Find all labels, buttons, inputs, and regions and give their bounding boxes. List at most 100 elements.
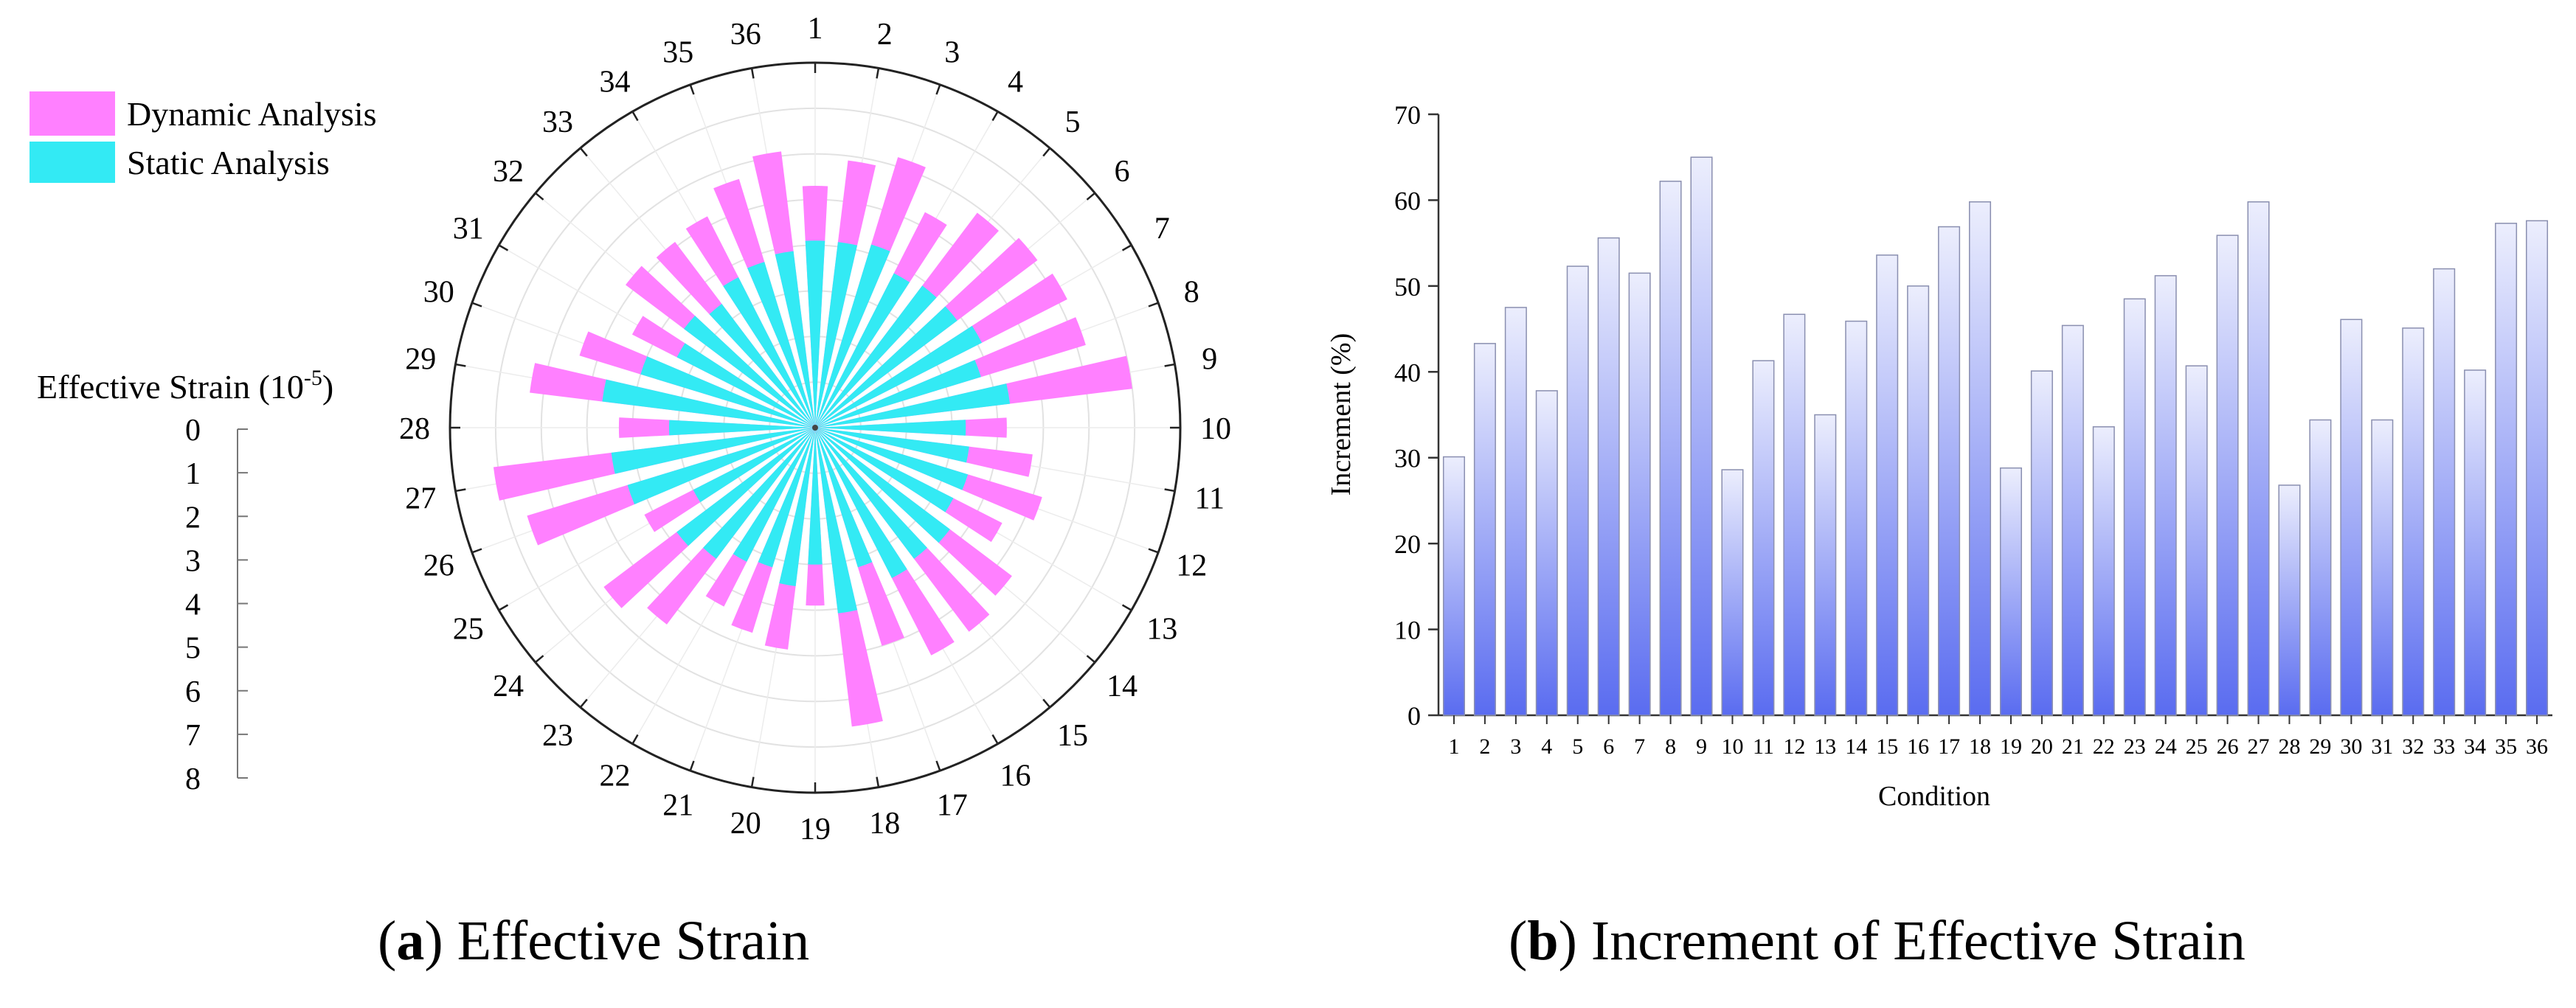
radial-axis-tick-label: 6 xyxy=(185,675,201,709)
polar-tick xyxy=(631,111,639,122)
y-axis-tick-label: 10 xyxy=(1394,616,1421,645)
x-axis-tick-label: 10 xyxy=(1721,734,1743,759)
bar xyxy=(1999,467,2022,716)
polar-bar-static xyxy=(775,251,815,428)
polar-bar-static xyxy=(815,360,981,428)
polar-tick xyxy=(876,776,880,788)
polar-category-label: 1 xyxy=(808,12,823,46)
caption-a-letter: a xyxy=(396,910,425,972)
y-axis-tick-label: 60 xyxy=(1394,186,1421,215)
polar-category-label: 12 xyxy=(1176,549,1207,583)
bar xyxy=(2185,365,2208,716)
polar-category-label: 7 xyxy=(1154,212,1170,246)
polar-category-label: 28 xyxy=(399,412,430,446)
x-axis-tick-label: 18 xyxy=(1969,734,1991,759)
bar xyxy=(1473,343,1496,716)
polar-bar-static xyxy=(758,428,815,568)
polar-bar-static xyxy=(676,428,815,546)
polar-bar-static xyxy=(815,285,937,428)
bar xyxy=(2433,268,2456,716)
polar-bar-static xyxy=(815,428,858,614)
polar-category-label: 35 xyxy=(662,36,693,70)
bar xyxy=(2123,298,2146,716)
polar-category-label: 32 xyxy=(493,155,524,189)
polar-tick xyxy=(1164,363,1175,367)
x-axis-tick-label: 31 xyxy=(2371,734,2393,759)
polar-category-label: 16 xyxy=(1000,759,1031,793)
polar-category-label: 33 xyxy=(542,105,573,139)
polar-bar-static xyxy=(611,428,815,474)
polar-category-label: 10 xyxy=(1200,412,1231,446)
x-axis-tick-label: 29 xyxy=(2309,734,2331,759)
polar-category-label: 15 xyxy=(1057,719,1088,753)
x-axis-title: Condition xyxy=(1878,781,1990,812)
bar xyxy=(1845,320,1868,716)
polar-center xyxy=(812,425,818,431)
polar-category-label: 18 xyxy=(869,807,900,841)
polar-category-label: 21 xyxy=(662,788,693,822)
x-axis-tick-label: 26 xyxy=(2217,734,2239,759)
x-axis-tick-label: 34 xyxy=(2464,734,2486,759)
polar-bar-static xyxy=(779,428,815,586)
polar-tick xyxy=(1148,548,1159,554)
x-axis-tick-label: 2 xyxy=(1479,734,1490,759)
bar xyxy=(1566,265,1589,716)
polar-tick xyxy=(455,363,466,367)
y-axis-title: Increment (%) xyxy=(1326,333,1357,496)
polar-tick xyxy=(1164,488,1175,493)
polar-bar-static xyxy=(808,428,823,565)
bar xyxy=(2247,201,2270,716)
y-axis-tick-label: 50 xyxy=(1394,272,1421,302)
y-axis-tick-label: 40 xyxy=(1394,358,1421,387)
x-axis-tick-label: 30 xyxy=(2340,734,2362,759)
polar-bar-static xyxy=(602,379,815,428)
x-axis-tick-label: 11 xyxy=(1753,734,1774,759)
polar-category-label: 25 xyxy=(453,613,484,647)
bar xyxy=(2340,319,2363,716)
polar-tick xyxy=(498,604,509,611)
polar-category-label: 29 xyxy=(405,343,436,377)
x-axis-tick-label: 14 xyxy=(1845,734,1867,759)
caption-b-letter: b xyxy=(1527,910,1559,972)
polar-tick xyxy=(471,302,482,307)
bar xyxy=(1907,285,1930,716)
radial-axis-title-end: ) xyxy=(322,368,333,406)
x-axis-tick-label: 6 xyxy=(1603,734,1614,759)
legend-swatch-dynamic xyxy=(30,91,115,136)
polar-category-label: 31 xyxy=(453,212,484,246)
bar xyxy=(2402,327,2425,716)
bar xyxy=(2216,234,2239,716)
radial-axis-title: Effective Strain (10-5) xyxy=(37,366,333,406)
bar xyxy=(1814,414,1837,716)
bar xyxy=(2030,370,2053,716)
polar-tick xyxy=(1121,244,1132,251)
polar-tick xyxy=(991,111,999,122)
legend-swatch-static xyxy=(30,142,115,183)
bar xyxy=(1628,272,1651,716)
polar-tick xyxy=(689,84,695,95)
legend: Dynamic Analysis Static Analysis xyxy=(30,91,377,183)
x-axis-tick-label: 35 xyxy=(2495,734,2517,759)
polar-bar-static xyxy=(709,303,815,428)
polar-tick xyxy=(1121,604,1132,611)
bar xyxy=(1535,390,1558,716)
legend-label-static: Static Analysis xyxy=(127,144,330,181)
polar-bar-static xyxy=(815,428,969,463)
polar-bar-static xyxy=(815,383,1011,428)
polar-tick xyxy=(1086,192,1095,201)
x-axis-tick-label: 27 xyxy=(2248,734,2270,759)
bar xyxy=(2464,369,2487,716)
legend-label-dynamic: Dynamic Analysis xyxy=(127,95,377,133)
bar xyxy=(2495,223,2518,716)
bar xyxy=(1876,254,1899,716)
radial-axis-tick-label: 2 xyxy=(185,501,201,535)
x-axis-tick-label: 17 xyxy=(1938,734,1960,759)
polar-category-label: 8 xyxy=(1184,275,1199,309)
polar-tick xyxy=(750,776,755,788)
polar-bar-static xyxy=(815,428,950,543)
bar xyxy=(1752,360,1775,716)
caption-a-text: Effective Strain xyxy=(457,910,810,972)
polar-bar-static xyxy=(815,242,858,428)
x-axis-tick-label: 32 xyxy=(2402,734,2424,759)
